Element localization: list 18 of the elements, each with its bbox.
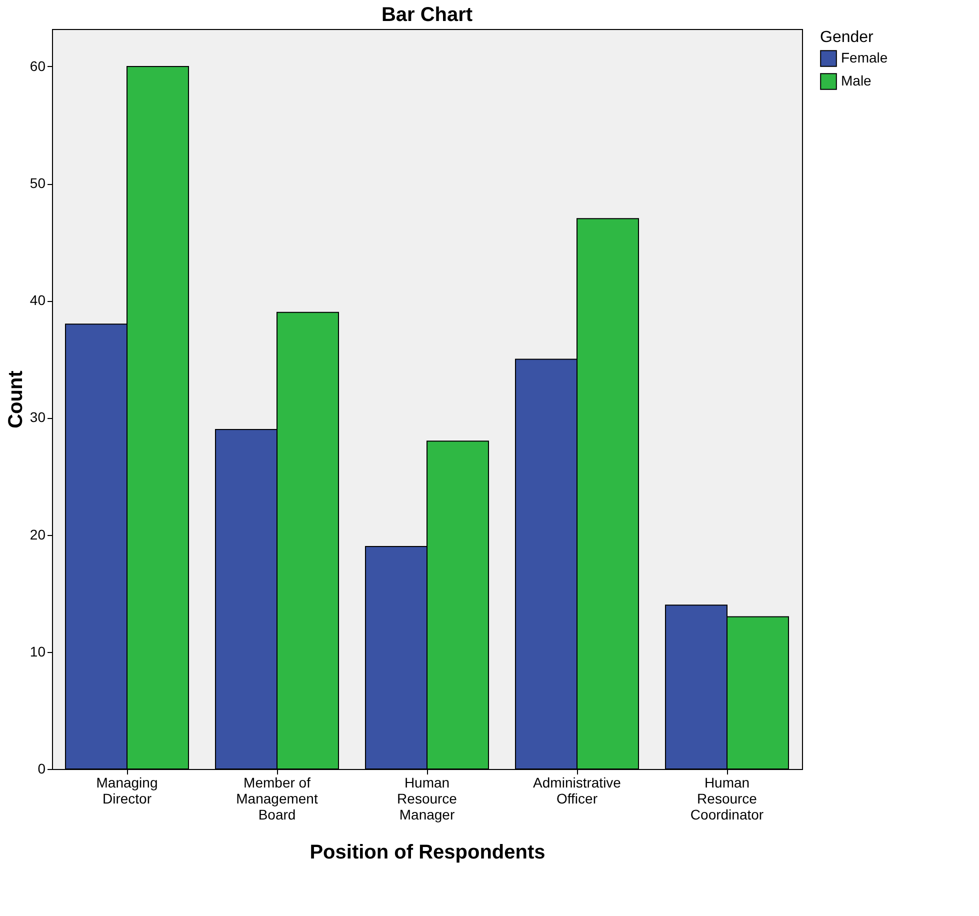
y-tick-label: 0 — [38, 760, 46, 776]
x-axis-title: Position of Respondents — [310, 842, 546, 864]
x-tick-label: Member of Management Board — [236, 774, 318, 822]
x-tick-label: Human Resource Manager — [397, 774, 458, 822]
legend-title: Gender — [820, 29, 874, 46]
chart-title: Bar Chart — [381, 4, 473, 26]
x-tick-label: Administrative Officer — [533, 774, 622, 806]
y-tick-label: 40 — [30, 292, 46, 308]
y-tick-label: 30 — [30, 409, 46, 426]
y-tick-label: 50 — [30, 175, 46, 192]
legend-label: Female — [841, 50, 888, 66]
y-tick-label: 10 — [30, 643, 46, 660]
x-tick-label: Human Resource Coordinator — [690, 774, 764, 822]
y-tick-label: 20 — [30, 526, 46, 542]
x-tick-label: Managing Director — [96, 774, 158, 806]
y-tick-label: 60 — [30, 58, 46, 74]
legend-label: Male — [841, 72, 872, 88]
y-axis-title: Count — [4, 370, 27, 428]
